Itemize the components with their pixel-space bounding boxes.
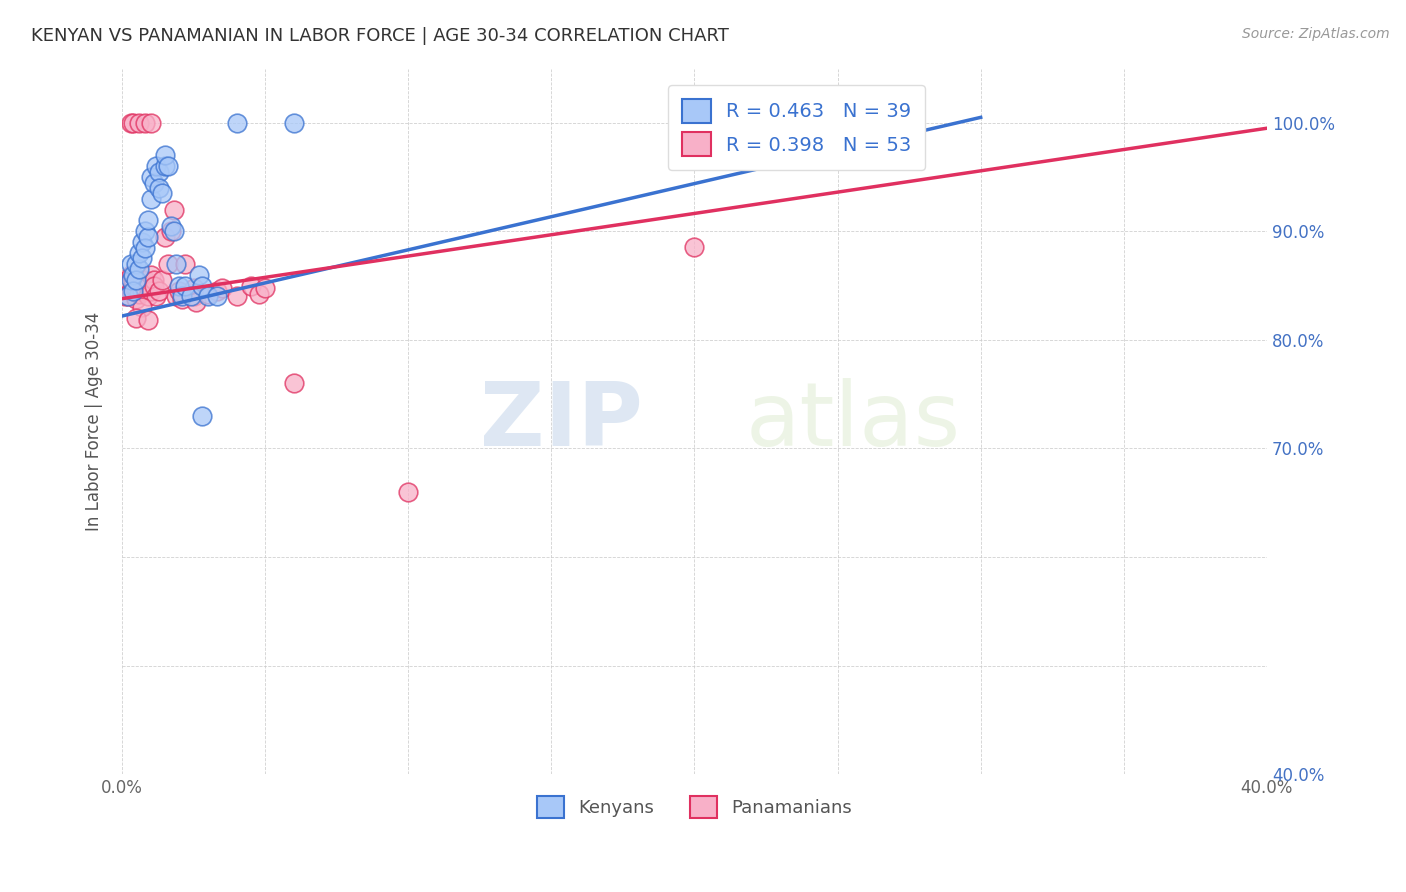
Point — [145, 289, 167, 303]
Point — [134, 281, 156, 295]
Point — [150, 186, 173, 201]
Point — [122, 268, 145, 282]
Point — [239, 278, 262, 293]
Point — [120, 268, 142, 282]
Point — [153, 229, 176, 244]
Point — [131, 273, 153, 287]
Point — [128, 277, 150, 291]
Point — [139, 284, 162, 298]
Text: ZIP: ZIP — [481, 378, 643, 465]
Point — [122, 284, 145, 298]
Point — [120, 116, 142, 130]
Point — [205, 289, 228, 303]
Point — [162, 224, 184, 238]
Point — [136, 289, 159, 303]
Point — [249, 287, 271, 301]
Point — [134, 224, 156, 238]
Point — [683, 239, 706, 253]
Point — [165, 257, 187, 271]
Point — [136, 278, 159, 293]
Point — [122, 116, 145, 130]
Point — [174, 257, 197, 271]
Point — [139, 192, 162, 206]
Point — [139, 170, 162, 185]
Point — [125, 281, 148, 295]
Point — [122, 278, 145, 293]
Point — [180, 289, 202, 303]
Point — [125, 292, 148, 306]
Point — [225, 289, 247, 303]
Point — [131, 301, 153, 315]
Point — [117, 289, 139, 303]
Point — [283, 376, 305, 391]
Point — [148, 164, 170, 178]
Point — [134, 116, 156, 130]
Point — [134, 241, 156, 255]
Point — [128, 116, 150, 130]
Point — [211, 281, 233, 295]
Point — [125, 311, 148, 326]
Point — [136, 213, 159, 227]
Point — [197, 287, 219, 301]
Point — [139, 116, 162, 130]
Point — [131, 252, 153, 266]
Point — [153, 159, 176, 173]
Point — [131, 235, 153, 250]
Point — [134, 273, 156, 287]
Point — [191, 409, 214, 423]
Point — [122, 273, 145, 287]
Point — [172, 292, 194, 306]
Y-axis label: In Labor Force | Age 30-34: In Labor Force | Age 30-34 — [86, 311, 103, 531]
Point — [128, 262, 150, 277]
Point — [205, 284, 228, 298]
Point — [114, 289, 136, 303]
Text: KENYAN VS PANAMANIAN IN LABOR FORCE | AGE 30-34 CORRELATION CHART: KENYAN VS PANAMANIAN IN LABOR FORCE | AG… — [31, 27, 728, 45]
Point — [159, 219, 181, 233]
Point — [117, 289, 139, 303]
Point — [169, 284, 191, 298]
Point — [254, 281, 277, 295]
Point — [396, 484, 419, 499]
Point — [156, 257, 179, 271]
Point — [174, 278, 197, 293]
Point — [142, 176, 165, 190]
Point — [188, 268, 211, 282]
Point — [148, 284, 170, 298]
Point — [120, 273, 142, 287]
Point — [136, 313, 159, 327]
Point — [183, 289, 205, 303]
Point — [191, 278, 214, 293]
Legend: Kenyans, Panamanians: Kenyans, Panamanians — [529, 789, 859, 825]
Point — [169, 278, 191, 293]
Point — [165, 289, 187, 303]
Point — [128, 246, 150, 260]
Point — [145, 159, 167, 173]
Point — [172, 289, 194, 303]
Point — [148, 181, 170, 195]
Point — [225, 116, 247, 130]
Point — [150, 273, 173, 287]
Point — [142, 278, 165, 293]
Point — [128, 287, 150, 301]
Point — [183, 281, 205, 295]
Point — [136, 229, 159, 244]
Point — [197, 289, 219, 303]
Point — [186, 294, 208, 309]
Point — [120, 284, 142, 298]
Text: atlas: atlas — [747, 378, 962, 465]
Point — [283, 116, 305, 130]
Point — [139, 268, 162, 282]
Point — [153, 148, 176, 162]
Text: Source: ZipAtlas.com: Source: ZipAtlas.com — [1241, 27, 1389, 41]
Point — [156, 159, 179, 173]
Point — [117, 273, 139, 287]
Point — [120, 257, 142, 271]
Point — [142, 273, 165, 287]
Point — [125, 257, 148, 271]
Point — [125, 273, 148, 287]
Point — [159, 224, 181, 238]
Point — [131, 284, 153, 298]
Point — [162, 202, 184, 217]
